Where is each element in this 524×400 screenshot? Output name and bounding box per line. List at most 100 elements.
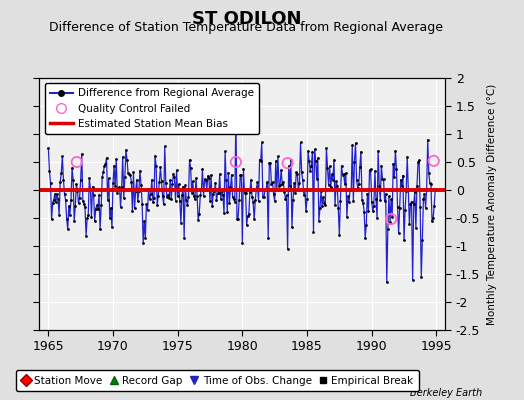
Point [311, 157, 320, 164]
Point [418, 237, 427, 243]
Point [374, 148, 383, 154]
Point [225, 200, 234, 206]
Point [152, 162, 160, 169]
Point [358, 196, 366, 203]
Point [348, 142, 356, 148]
Point [381, 191, 390, 197]
Point [261, 186, 269, 193]
Point [196, 192, 204, 198]
Point [339, 171, 347, 178]
Point [332, 178, 340, 185]
Point [248, 193, 256, 200]
Point [103, 197, 112, 203]
Point [293, 171, 301, 178]
Point [106, 215, 114, 221]
Point [226, 184, 235, 191]
Point [263, 179, 271, 185]
Point [369, 203, 378, 209]
Point [234, 216, 242, 222]
Point [207, 172, 215, 178]
Point [185, 157, 194, 163]
Point [274, 153, 282, 160]
Point [280, 188, 289, 195]
Point [172, 167, 181, 174]
Point [136, 167, 144, 174]
Point [89, 184, 97, 190]
Point [356, 164, 364, 170]
Point [99, 169, 107, 175]
Point [239, 166, 248, 172]
Point [425, 180, 434, 186]
Point [294, 187, 302, 194]
Point [166, 177, 174, 183]
Point [244, 213, 252, 219]
Point [86, 186, 94, 192]
Point [174, 181, 183, 188]
Point [281, 195, 290, 202]
Point [416, 204, 424, 210]
Point [164, 192, 172, 198]
Point [384, 226, 392, 232]
Point [176, 198, 184, 204]
Y-axis label: Monthly Temperature Anomaly Difference (°C): Monthly Temperature Anomaly Difference (… [487, 83, 497, 325]
Point [177, 219, 185, 226]
Point [223, 209, 232, 216]
Point [94, 206, 102, 212]
Point [227, 172, 236, 178]
Point [191, 196, 199, 202]
Point [288, 224, 296, 230]
Point [205, 174, 213, 181]
Point [192, 175, 200, 181]
Point [387, 216, 395, 222]
Point [61, 197, 70, 204]
Point [298, 169, 306, 175]
Point [101, 161, 110, 168]
Point [62, 216, 71, 222]
Text: Berkeley Earth: Berkeley Earth [410, 388, 482, 398]
Point [224, 169, 233, 176]
Point [406, 200, 414, 207]
Point [96, 226, 104, 232]
Point [222, 177, 231, 184]
Point [220, 210, 228, 216]
Point [340, 171, 348, 177]
Point [333, 182, 341, 189]
Point [347, 187, 355, 194]
Point [181, 182, 189, 189]
Point [241, 190, 249, 196]
Point [324, 182, 333, 188]
Point [90, 192, 98, 198]
Point [275, 183, 283, 190]
Point [88, 214, 96, 220]
Point [198, 166, 206, 172]
Point [266, 160, 275, 166]
Point [329, 176, 337, 183]
Point [375, 183, 384, 189]
Point [304, 148, 312, 154]
Point [66, 211, 74, 218]
Point [95, 192, 103, 198]
Point [167, 196, 176, 202]
Point [129, 169, 138, 176]
Point [398, 182, 406, 189]
Point [345, 199, 353, 206]
Point [58, 153, 67, 160]
Point [132, 188, 140, 194]
Point [154, 192, 162, 199]
Point [141, 234, 149, 241]
Point [169, 171, 178, 177]
Point [331, 202, 339, 209]
Point [368, 207, 377, 214]
Point [367, 198, 376, 205]
Point [115, 184, 124, 190]
Point [233, 216, 241, 222]
Point [403, 154, 411, 160]
Point [134, 198, 142, 204]
Point [194, 216, 202, 223]
Point [70, 218, 79, 224]
Point [75, 194, 84, 201]
Point [270, 198, 279, 204]
Point [396, 204, 404, 211]
Point [386, 219, 394, 225]
Point [236, 172, 244, 179]
